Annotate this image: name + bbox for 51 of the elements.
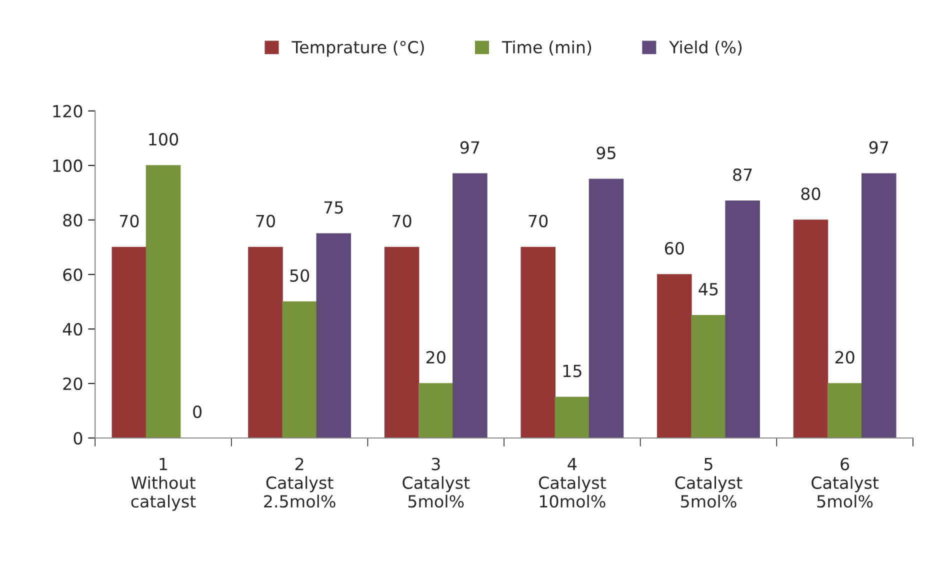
y-tick-label: 40 — [62, 322, 82, 336]
legend-label: Yield (%) — [669, 40, 742, 56]
bar — [554, 396, 590, 438]
x-tick-label: 3 Catalyst 5mol% — [402, 458, 470, 508]
y-tick-label: 20 — [63, 377, 82, 390]
data-label: 0 — [193, 405, 202, 418]
y-tick-label: 100 — [53, 159, 82, 172]
bar — [725, 200, 760, 438]
data-label: 70 — [528, 214, 548, 228]
x-tick-label: 2 Catalyst 2.5mol% — [264, 458, 336, 508]
data-label: 70 — [120, 214, 139, 228]
y-tick-label: 120 — [53, 104, 82, 118]
bar — [657, 274, 692, 438]
data-label: 20 — [426, 350, 446, 364]
bar — [384, 246, 420, 438]
data-label: 87 — [733, 168, 752, 181]
data-label: 20 — [835, 350, 854, 364]
bar — [861, 173, 896, 438]
y-tick-label: 60 — [63, 268, 82, 282]
bar — [793, 220, 828, 438]
data-label: 95 — [596, 146, 616, 160]
data-label: 60 — [664, 242, 684, 255]
bar — [520, 246, 556, 438]
data-label: 15 — [563, 364, 582, 378]
data-label: 50 — [290, 269, 310, 282]
data-label: 45 — [698, 283, 718, 296]
x-tick-label: 6 Catalyst 5mol% — [812, 458, 879, 508]
bar — [827, 383, 862, 438]
data-label: 100 — [149, 132, 178, 146]
y-tick-label: 80 — [63, 214, 82, 227]
bar — [316, 233, 352, 438]
data-label: 97 — [460, 141, 480, 154]
data-label: 70 — [392, 214, 412, 228]
legend-label: Time (min) — [502, 40, 592, 56]
x-tick-label: 1 Without catalyst — [131, 458, 196, 511]
x-tick-label: 4 Catalyst 10mol% — [538, 458, 606, 508]
bar — [112, 246, 147, 438]
bar — [146, 165, 181, 438]
bar — [282, 301, 317, 438]
data-label: 97 — [869, 141, 888, 154]
y-tick-label: 0 — [74, 432, 82, 445]
data-label: 75 — [324, 201, 343, 214]
bar — [418, 383, 454, 438]
bar — [452, 173, 488, 438]
data-label: 80 — [801, 187, 820, 200]
bar — [588, 178, 624, 438]
x-tick-label: 5 Catalyst 5mol% — [675, 458, 742, 508]
legend-label: Temprature (°C) — [292, 40, 424, 57]
bar — [691, 315, 726, 438]
data-label: 70 — [256, 214, 275, 228]
bar — [248, 246, 283, 438]
